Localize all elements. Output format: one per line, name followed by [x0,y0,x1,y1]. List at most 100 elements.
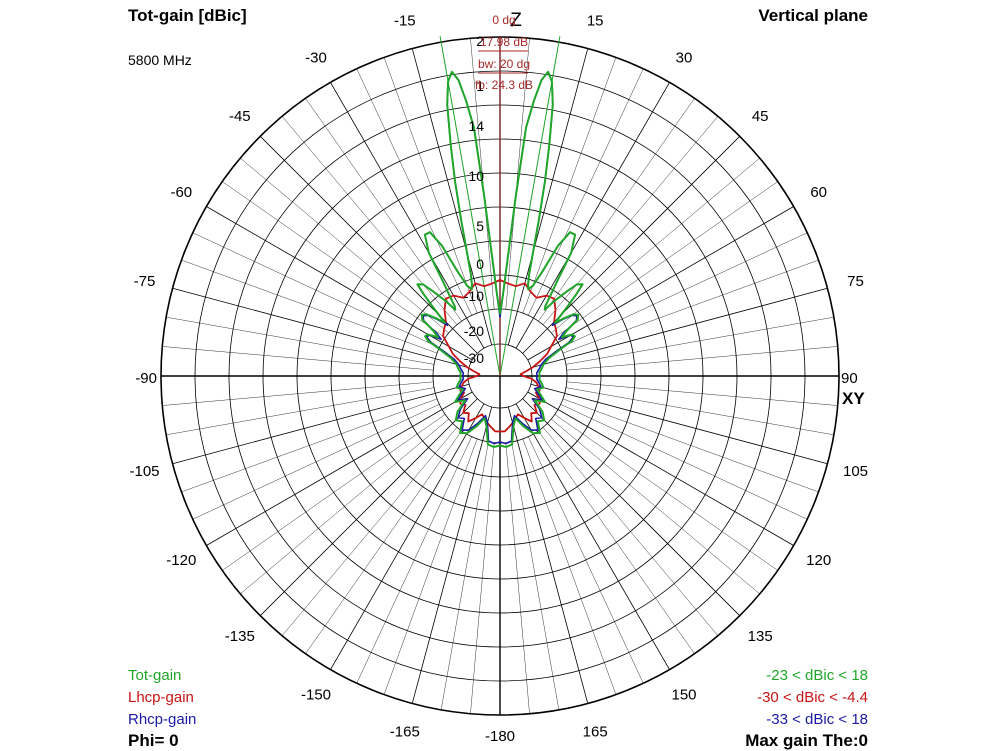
legend-lhcp-label: Lhcp-gain [128,689,194,706]
grid-spoke [411,48,493,346]
grid-spoke [162,346,434,371]
grid-spoke [166,387,435,436]
grid-spoke [222,181,446,338]
angle-label: -15 [394,13,416,30]
grid-spoke [411,406,493,704]
grid-spoke [560,232,808,348]
angle-label: 30 [676,49,693,66]
grid-spoke [383,57,478,314]
grid-spoke [206,391,473,546]
angle-label: 165 [583,724,608,741]
angle-label: -105 [129,463,159,480]
grid-spoke [383,438,478,695]
angle-label: -135 [225,628,255,645]
grid-spoke [565,316,834,365]
grid-spoke [192,404,440,520]
grid-spoke [565,387,834,436]
beam-info-text: bw: 20 dg [478,57,530,71]
axis-label-xy: XY [842,389,865,408]
grid-spoke [505,442,530,714]
grid-spoke [528,68,644,316]
grid-spoke [507,406,589,704]
phi-label: Phi= 0 [128,731,179,750]
grid-spoke [281,427,458,636]
radial-tick-label: 1 [476,78,484,94]
angle-label: 135 [748,628,773,645]
beam-info-text: 0 dg [492,13,515,27]
beam-info-text: fb: 24.3 dB [475,78,533,92]
grid-spoke [551,418,760,595]
grid-spoke [330,403,485,670]
angle-label: -165 [390,724,420,741]
beamwidth-line [439,36,501,377]
angle-label: -30 [305,49,327,66]
grid-spoke [192,232,440,348]
grid-spoke [566,346,838,371]
beamwidth-line [499,36,561,377]
angle-label: -75 [134,273,156,290]
radial-tick-label: 0 [476,256,484,272]
grid-spoke [305,98,462,322]
grid-spoke [166,316,435,365]
radial-tick-label: 2 [476,33,484,49]
radial-tick-label: -10 [464,288,484,304]
grid-spoke [538,430,695,654]
grid-spoke [470,38,495,310]
grid-spoke [240,418,449,595]
grid-spoke [562,259,819,354]
angle-label: 75 [847,273,864,290]
legend-tot-range: -23 < dBic < 18 [766,667,868,684]
angle-label: -180 [485,728,515,745]
grid-spoke [281,116,458,325]
radial-tick-label: 10 [468,168,484,184]
radial-tick-label: -20 [464,323,484,339]
radial-tick-label: 14 [468,118,484,134]
angle-label: -120 [166,552,196,569]
frequency-label: 5800 MHz [128,52,192,68]
grid-spoke [356,436,472,684]
grid-spoke [538,98,695,322]
grid-spoke [554,181,778,338]
legend-rhcp-range: -33 < dBic < 18 [766,711,868,728]
angle-label: 105 [843,463,868,480]
grid-spoke [566,381,838,406]
axis-label-z: Z [510,10,522,31]
grid-spoke [551,157,760,334]
radial-tick-label: 5 [476,218,484,234]
grid-spoke [330,82,485,349]
grid-spoke [562,398,819,493]
legend-rhcp-label: Rhcp-gain [128,711,197,728]
plane-label: Vertical plane [758,6,868,25]
grid-spoke [522,438,617,695]
grid-spoke [240,157,449,334]
grid-spoke [260,398,478,616]
grid-spoke [542,116,719,325]
grid-spoke [528,436,644,684]
grid-spoke [522,398,740,616]
angle-label: 90 [841,370,858,387]
angle-label: -150 [301,687,331,704]
radial-tick-label: -30 [464,350,484,366]
angle-label: 60 [810,184,827,201]
grid-spoke [222,414,446,571]
grid-spoke [522,57,617,314]
grid-spoke [162,381,434,406]
grid-spoke [542,427,719,636]
angle-label: -45 [229,108,251,125]
beam-info-text: 17.98 dB [480,35,528,49]
legend-lhcp-range: -30 < dBic < -4.4 [757,689,868,706]
angle-label: 15 [587,13,604,30]
grid-spoke [527,391,794,546]
angle-label: 150 [671,687,696,704]
legend-tot-label: Tot-gain [128,667,182,684]
chart-title: Tot-gain [dBic] [128,6,247,25]
angle-label: -60 [170,184,192,201]
grid-spoke [515,82,670,349]
grid-spoke [172,383,470,465]
angle-label: 120 [806,552,831,569]
grid-spoke [505,38,530,310]
series-tot [416,70,584,448]
grid-spoke [181,259,438,354]
grid-spoke [511,441,560,710]
